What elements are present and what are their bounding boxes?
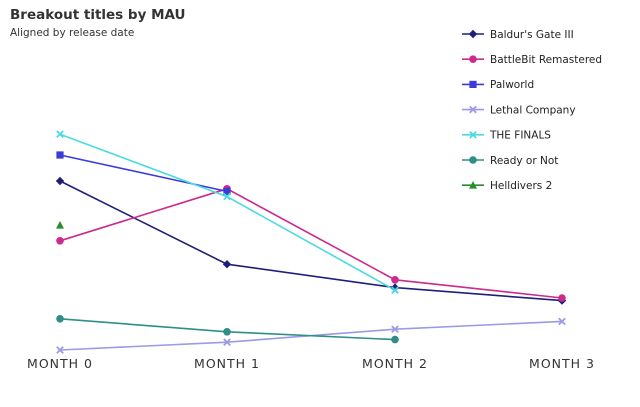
data-point-the-finals-2: [391, 286, 399, 295]
legend-item-the-finals: THE FINALS: [462, 130, 551, 142]
legend-marker-the-finals: [469, 130, 477, 139]
x-tick-label: MONTH 0: [27, 356, 93, 371]
legend-label-the-finals: THE FINALS: [489, 130, 551, 142]
legend-label-lethal-company: Lethal Company: [490, 104, 576, 116]
data-point-lethal-company-0: [56, 346, 64, 354]
data-point-helldivers-2-0: [56, 221, 64, 229]
data-point-battlebit-remastered-0: [56, 237, 64, 245]
data-point-the-finals-0: [56, 130, 64, 139]
legend-marker-baldur-s-gate-iii: [468, 29, 478, 39]
data-point-baldur-s-gate-iii-1: [222, 260, 232, 269]
legend-label-baldur-s-gate-iii: Baldur's Gate III: [490, 29, 574, 41]
series-lines: [59, 133, 563, 351]
series-line-battlebit-remastered: [59, 187, 563, 299]
data-point-the-finals-1: [223, 192, 231, 201]
data-point-palworld-1: [223, 187, 231, 195]
legend-label-ready-or-not: Ready or Not: [490, 155, 558, 167]
legend-item-helldivers-2: Helldivers 2: [462, 180, 552, 192]
legend-label-palworld: Palworld: [490, 79, 534, 91]
series-line-baldur-s-gate-iii: [59, 180, 563, 302]
data-point-palworld-0: [56, 151, 64, 159]
legend-item-palworld: Palworld: [462, 79, 534, 91]
legend-label-battlebit-remastered: BattleBit Remastered: [490, 54, 602, 66]
legend-item-lethal-company: Lethal Company: [462, 104, 576, 116]
legend-item-baldur-s-gate-iii: Baldur's Gate III: [462, 29, 574, 41]
data-point-battlebit-remastered-2: [391, 276, 399, 284]
data-point-lethal-company-3: [558, 317, 566, 326]
legend-marker-lethal-company: [469, 105, 477, 114]
legend-marker-battlebit-remastered: [469, 55, 477, 63]
legend-item-ready-or-not: Ready or Not: [462, 155, 558, 167]
legend-marker-palworld: [469, 80, 477, 88]
data-point-lethal-company-2: [391, 325, 399, 334]
x-tick-label: MONTH 2: [362, 356, 428, 371]
chart-subtitle: Aligned by release date: [10, 27, 135, 39]
data-point-baldur-s-gate-iii-0: [55, 176, 65, 186]
x-axis-ticks: MONTH 0 MONTH 1 MONTH 2 MONTH 3: [27, 356, 595, 371]
data-point-baldur-s-gate-iii-2: [390, 283, 400, 292]
x-tick-label: MONTH 3: [529, 356, 595, 371]
series-line-palworld: [59, 154, 228, 193]
legend-item-battlebit-remastered: BattleBit Remastered: [462, 54, 602, 66]
chart-title: Breakout titles by MAU: [10, 7, 186, 23]
data-point-lethal-company-1: [223, 338, 231, 347]
data-point-battlebit-remastered-3: [558, 294, 566, 302]
legend-label-helldivers-2: Helldivers 2: [490, 180, 552, 192]
legend-marker-ready-or-not: [469, 156, 477, 164]
x-tick-label: MONTH 1: [194, 356, 260, 371]
data-point-ready-or-not-2: [391, 335, 399, 344]
series-markers: [55, 130, 567, 354]
data-point-ready-or-not-0: [56, 315, 64, 323]
data-point-ready-or-not-1: [223, 328, 231, 336]
legend: Baldur's Gate III BattleBit Remastered Pal…: [462, 29, 602, 192]
legend-marker-helldivers-2: [469, 181, 477, 189]
